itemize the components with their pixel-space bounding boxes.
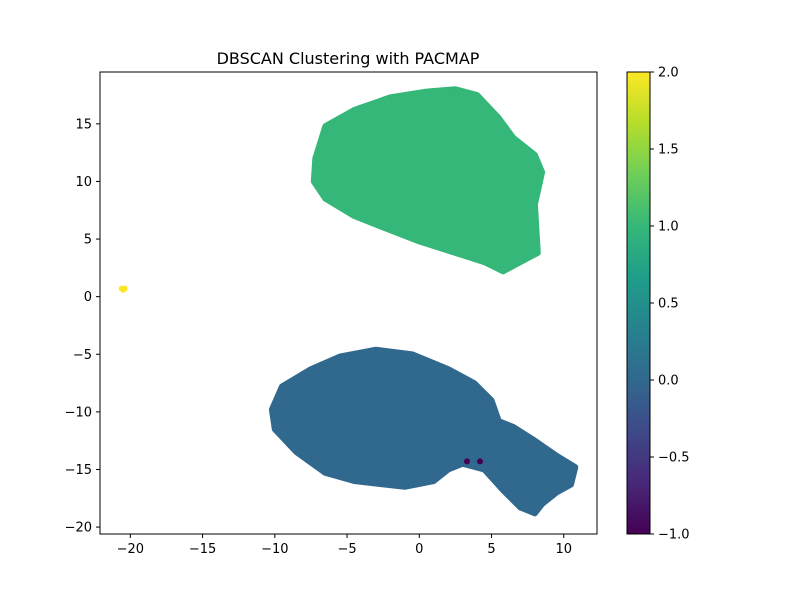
- x-tick-label: 0: [415, 542, 423, 557]
- colorbar: −1.0 −0.5 0.0 0.5 1.0 1.5 2.0: [626, 66, 690, 543]
- x-tick-label: −20: [117, 542, 144, 557]
- axes-frame: [99, 71, 598, 535]
- y-tick-label: −5: [73, 348, 92, 363]
- cluster-2: [118, 285, 128, 293]
- cluster-region: [310, 86, 546, 275]
- scatter-point: [120, 286, 127, 293]
- colorbar-tick-label: 1.5: [658, 143, 679, 158]
- y-tick-label: 10: [75, 175, 92, 190]
- colorbar-tick-label: 0.0: [658, 374, 679, 389]
- cluster-0: [268, 346, 579, 517]
- chart-title: DBSCAN Clustering with PACMAP: [217, 49, 480, 68]
- x-tick-label: −15: [189, 542, 216, 557]
- colorbar-tick-label: −0.5: [658, 451, 690, 466]
- y-tick-label: −10: [65, 405, 92, 420]
- colorbar-tick-label: 0.5: [658, 297, 679, 312]
- y-tick-label: 15: [75, 117, 92, 132]
- colorbar-tick-label: −1.0: [658, 528, 690, 543]
- cluster-1: [310, 86, 546, 275]
- y-tick-label: −15: [65, 463, 92, 478]
- scatter-point: [477, 458, 483, 465]
- scatter-point: [464, 458, 470, 465]
- plot-area: −20 −15 −10 −5 0 5 10 −20 −15 −10 −5 0 5 10 15: [65, 71, 598, 557]
- colorbar-tick-label: 1.0: [658, 220, 679, 235]
- y-tick-label: −20: [65, 521, 92, 536]
- cluster--1: [464, 458, 483, 465]
- y-tick-label: 5: [84, 233, 92, 248]
- x-tick-label: 5: [487, 542, 495, 557]
- colorbar-tick-label: 2.0: [658, 66, 679, 81]
- x-tick-label: −5: [337, 542, 356, 557]
- cluster-region: [268, 346, 579, 517]
- colorbar-scale: [626, 71, 651, 535]
- x-tick-label: 10: [555, 542, 572, 557]
- y-tick-label: 0: [84, 290, 92, 305]
- x-tick-label: −10: [261, 542, 288, 557]
